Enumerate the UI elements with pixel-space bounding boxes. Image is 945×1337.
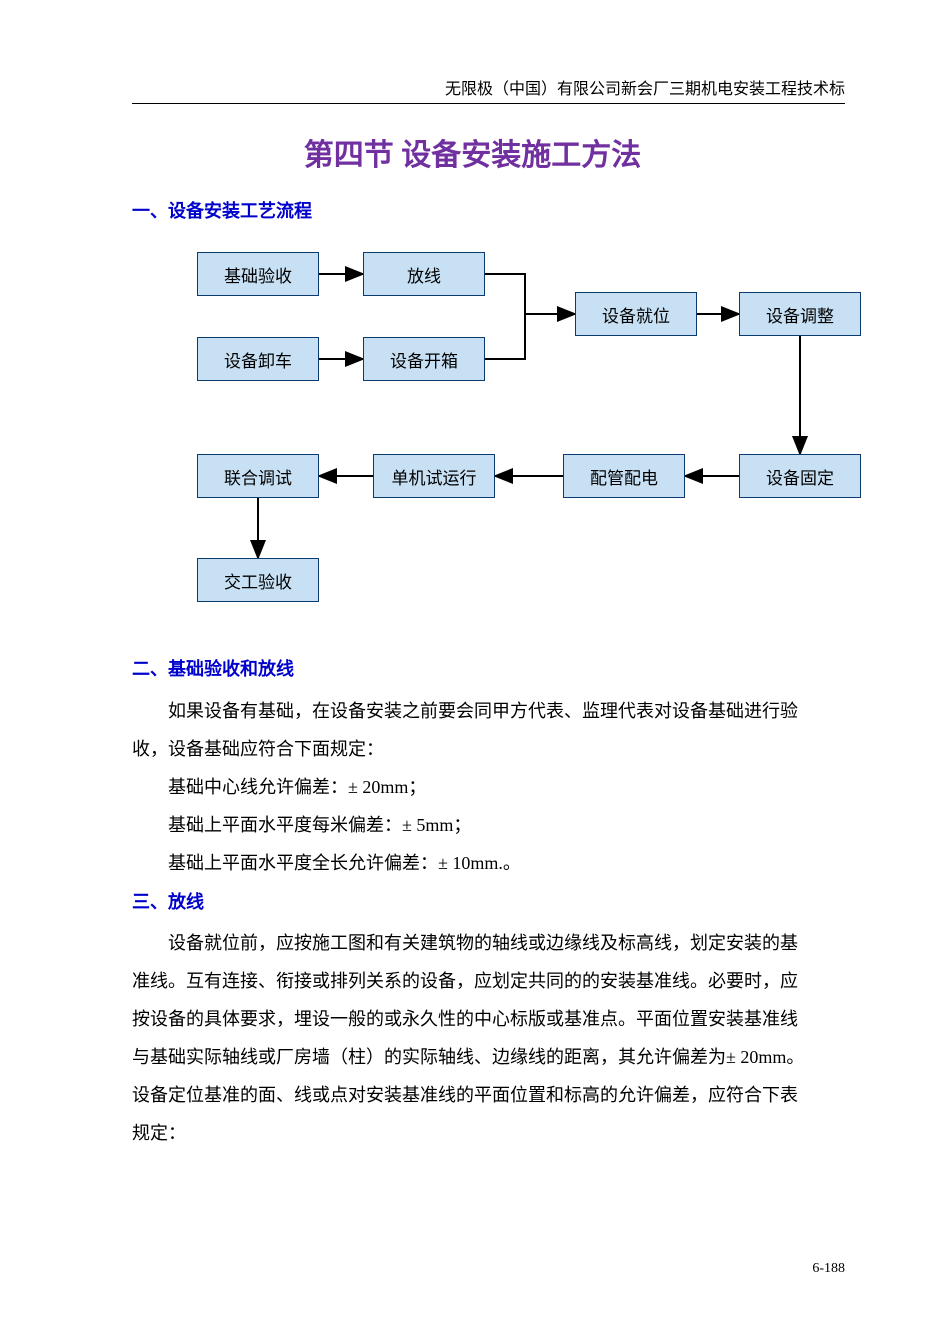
text-line: 设备就位前，应按施工图和有关建筑物的轴线或边缘线及标高线，划定安装的基	[132, 924, 841, 962]
page-number: 6-188	[812, 1261, 845, 1277]
section-heading-3: 三、放线	[132, 888, 204, 914]
text-line: 按设备的具体要求，埋设一般的或永久性的中心标版或基准点。平面位置安装基准线	[132, 1000, 841, 1038]
flowchart-node: 基础验收	[197, 252, 319, 296]
text-line: 设备定位基准的面、线或点对安装基准线的平面位置和标高的允许偏差，应符合下表	[132, 1076, 841, 1114]
flowchart-node: 设备固定	[739, 454, 861, 498]
section-heading-1: 一、设备安装工艺流程	[132, 197, 312, 223]
flowchart-node: 设备卸车	[197, 337, 319, 381]
text-line: 准线。互有连接、衔接或排列关系的设备，应划定共同的的安装基准线。必要时，应	[132, 962, 841, 1000]
flowchart-node: 设备就位	[575, 292, 697, 336]
flowchart-node: 联合调试	[197, 454, 319, 498]
flowchart-node: 配管配电	[563, 454, 685, 498]
flowchart-node: 单机试运行	[373, 454, 495, 498]
text-line: 与基础实际轴线或厂房墙（柱）的实际轴线、边缘线的距离，其允许偏差为± 20mm。	[132, 1038, 841, 1076]
text-line: 收，设备基础应符合下面规定：	[132, 730, 841, 768]
flowchart-node: 交工验收	[197, 558, 319, 602]
flowchart-node: 放线	[363, 252, 485, 296]
text-line: 基础中心线允许偏差：± 20mm；	[132, 768, 841, 806]
page-title: 第四节 设备安装施工方法	[0, 130, 945, 174]
text-line: 基础上平面水平度全长允许偏差：± 10mm.。	[132, 844, 841, 882]
paragraph-3: 设备就位前，应按施工图和有关建筑物的轴线或边缘线及标高线，划定安装的基准线。互有…	[132, 924, 841, 1152]
flowchart-node: 设备开箱	[363, 337, 485, 381]
flowchart-container: 基础验收放线设备就位设备调整设备卸车设备开箱联合调试 单机试运行 配管配电 设备固定交…	[175, 238, 865, 618]
flowchart-edge	[485, 274, 575, 314]
flowchart-node: 设备调整	[739, 292, 861, 336]
text-line: 如果设备有基础，在设备安装之前要会同甲方代表、监理代表对设备基础进行验	[132, 692, 841, 730]
paragraph-2: 如果设备有基础，在设备安装之前要会同甲方代表、监理代表对设备基础进行验收，设备基…	[132, 692, 841, 882]
page-header: 无限极（中国）有限公司新会厂三期机电安装工程技术标	[132, 75, 845, 104]
flowchart-edge	[485, 314, 525, 359]
text-line: 基础上平面水平度每米偏差：± 5mm；	[132, 806, 841, 844]
text-line: 规定：	[132, 1114, 841, 1152]
section-heading-2: 二、基础验收和放线	[132, 655, 294, 681]
